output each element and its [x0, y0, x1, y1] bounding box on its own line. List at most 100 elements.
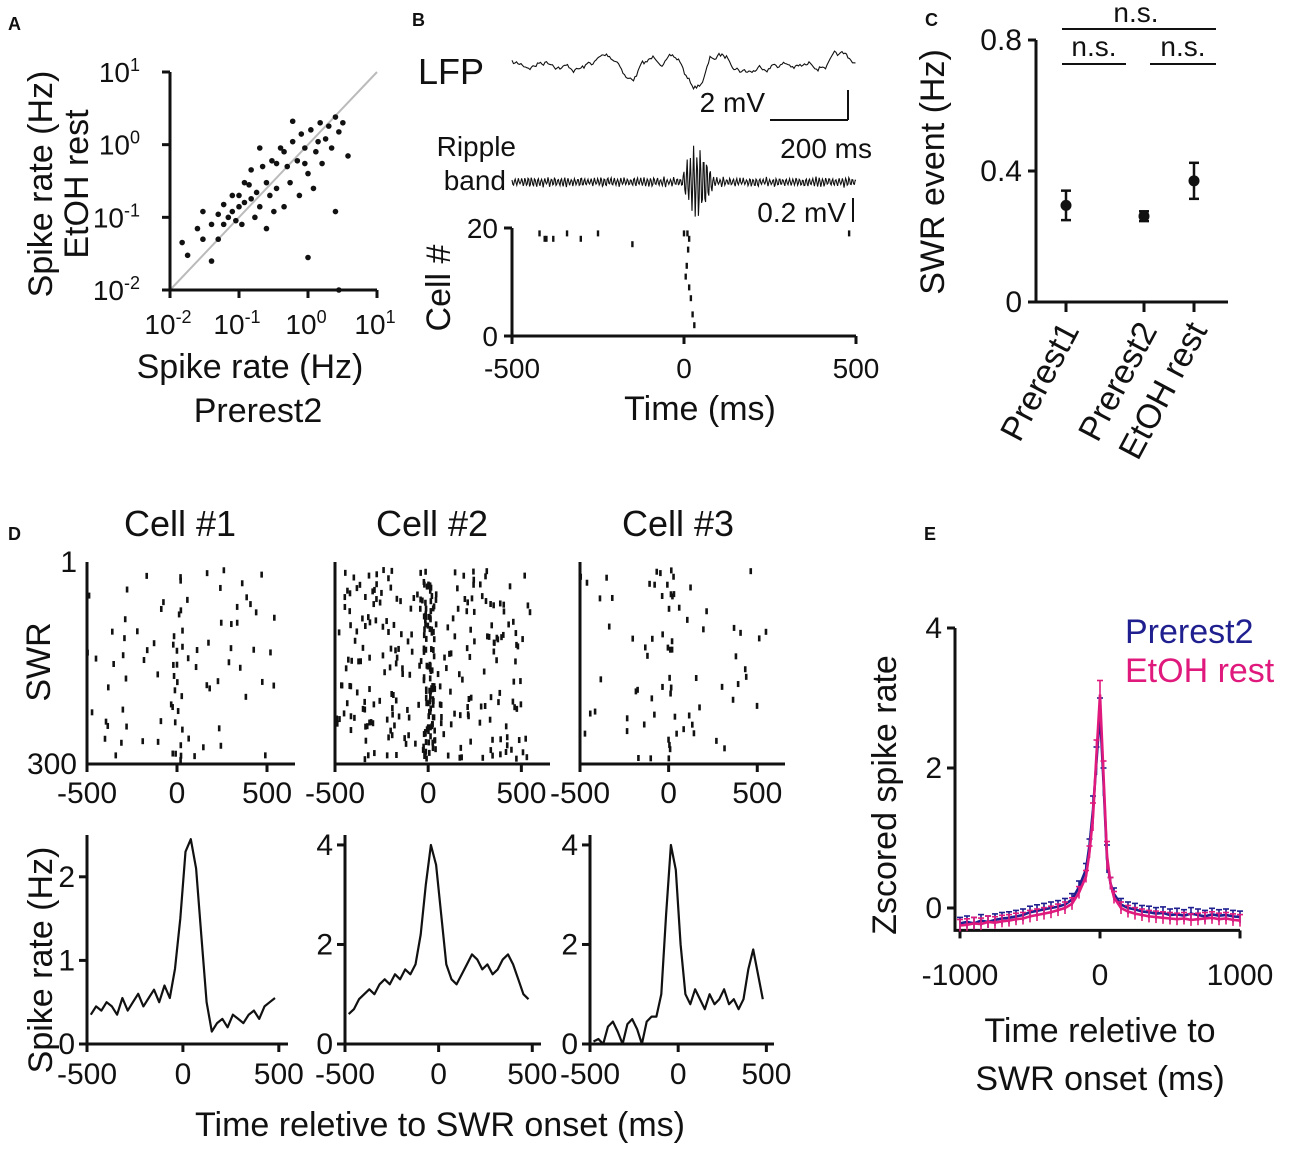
spike-tick	[120, 739, 123, 746]
spike-tick	[579, 235, 582, 242]
spike-tick	[217, 725, 221, 732]
mean-marker	[1188, 175, 1200, 187]
spike-tick	[349, 622, 352, 629]
spike-tick	[343, 603, 347, 610]
panel-label-b: B	[412, 10, 425, 30]
spike-tick	[429, 708, 432, 715]
spike-tick	[438, 683, 442, 690]
data-point	[200, 208, 206, 215]
spike-tick	[684, 273, 687, 280]
x-tick-label: 0	[430, 1058, 447, 1091]
spike-tick	[466, 599, 469, 606]
spike-tick	[668, 674, 671, 681]
spike-tick	[625, 715, 629, 722]
spike-tick	[424, 621, 427, 628]
data-point	[220, 201, 227, 208]
spike-tick	[675, 730, 678, 737]
x-tick-label: -500	[560, 1058, 620, 1091]
spike-tick	[156, 671, 160, 678]
panel-a-scatter: 10-210-2 10-1 10-1 100 100 101 101	[93, 55, 396, 340]
spike-tick	[86, 649, 89, 656]
spike-tick	[428, 698, 432, 705]
spike-tick	[222, 567, 226, 574]
spike-tick	[705, 608, 708, 615]
spike-tick	[202, 744, 205, 751]
spike-tick	[366, 752, 370, 759]
spike-tick	[689, 584, 692, 591]
spike-tick	[427, 728, 430, 735]
spike-tick	[408, 671, 412, 678]
spike-tick	[114, 752, 118, 759]
panel-c-ylabel: SWR event (Hz)	[914, 49, 952, 295]
spike-tick	[229, 645, 233, 652]
spike-tick	[508, 583, 512, 590]
spike-tick	[179, 607, 183, 614]
spike-tick	[677, 604, 681, 611]
scale-bar-ripple-label: 0.2 mV	[757, 197, 846, 228]
panel-label-c: C	[925, 10, 938, 30]
data-point	[308, 127, 314, 133]
raster-axes	[85, 562, 295, 766]
x-tick-label: 500	[507, 1058, 557, 1091]
spike-tick	[723, 745, 726, 752]
spike-tick	[394, 647, 397, 654]
spike-tick	[260, 678, 264, 685]
spike-tick	[227, 659, 231, 666]
spike-tick	[430, 626, 434, 633]
spike-tick	[445, 665, 448, 672]
spike-tick	[667, 736, 670, 743]
data-point	[256, 145, 263, 151]
spike-tick	[335, 715, 339, 722]
spike-tick	[631, 635, 635, 642]
spike-tick	[466, 704, 469, 711]
spike-tick	[499, 736, 502, 743]
spike-tick	[397, 713, 401, 720]
spike-tick	[106, 722, 110, 729]
spike-tick	[431, 683, 434, 690]
spike-tick	[498, 689, 502, 696]
spike-tick	[380, 589, 383, 596]
spike-tick	[515, 641, 518, 648]
data-point	[229, 208, 236, 215]
data-point	[332, 114, 339, 120]
spike-tick	[429, 608, 433, 615]
spike-tick	[123, 616, 127, 623]
spike-tick	[490, 622, 494, 629]
spike-tick	[393, 722, 396, 729]
data-point	[305, 254, 311, 261]
spike-tick	[458, 712, 462, 719]
y-tick-label: 2	[925, 752, 942, 785]
panel-d-xlabel: Time reletive to SWR onset (ms)	[195, 1106, 685, 1144]
spike-tick	[343, 594, 347, 601]
spike-tick	[502, 608, 506, 615]
spike-tick	[610, 594, 614, 601]
spike-tick	[429, 646, 433, 653]
spike-tick	[409, 605, 413, 612]
spike-tick	[687, 712, 691, 719]
spike-tick	[179, 742, 183, 749]
spike-tick	[538, 230, 541, 237]
x-tick-label: 10-2	[144, 307, 191, 340]
data-point	[229, 192, 236, 199]
panel-a-ylabel-condition: EtOH rest	[58, 109, 96, 259]
panel-b-xlabel: Time (ms)	[624, 390, 776, 428]
legend-etoh-rest: EtOH rest	[1125, 652, 1275, 690]
spike-tick	[504, 748, 508, 755]
spike-tick	[349, 683, 353, 690]
spike-tick	[715, 737, 718, 744]
spike-tick	[389, 727, 392, 734]
spike-tick	[254, 609, 258, 616]
spike-tick	[491, 736, 494, 743]
panel-b-axes	[510, 228, 856, 338]
spike-tick	[375, 571, 379, 578]
spike-tick	[425, 700, 428, 707]
spike-tick	[666, 581, 669, 588]
x-tick-label: -500	[57, 1058, 117, 1091]
data-point	[220, 221, 227, 228]
series-line-etoh-rest	[959, 694, 1241, 927]
spike-tick	[526, 602, 530, 609]
spike-tick	[422, 613, 426, 620]
spike-tick	[463, 596, 467, 603]
spike-tick	[492, 648, 496, 655]
